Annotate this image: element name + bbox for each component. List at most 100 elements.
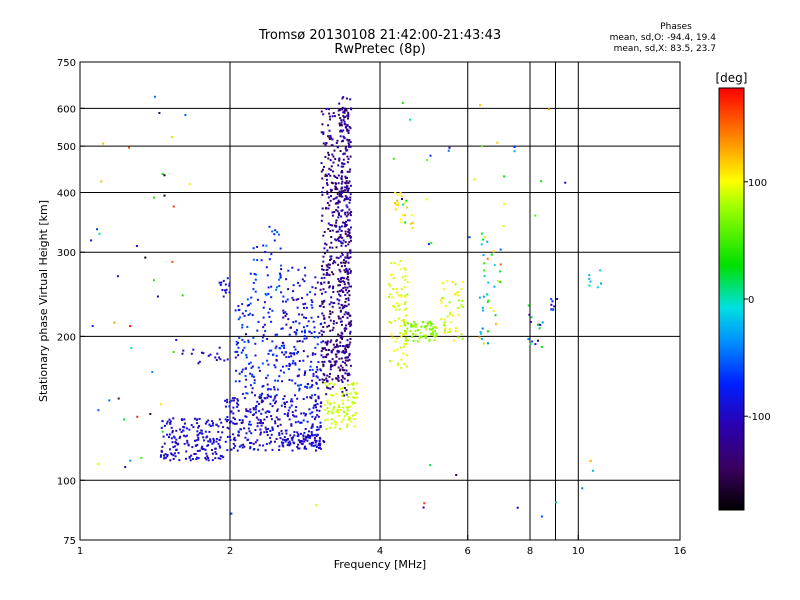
data-point xyxy=(346,286,349,289)
data-point xyxy=(246,392,249,395)
data-point xyxy=(302,419,305,422)
data-point xyxy=(329,313,332,315)
data-point xyxy=(245,333,247,336)
data-point xyxy=(273,239,276,242)
data-point xyxy=(479,104,482,107)
data-point xyxy=(265,266,268,269)
data-point xyxy=(399,346,402,349)
data-point xyxy=(206,435,209,438)
data-point xyxy=(245,408,248,411)
data-point xyxy=(405,199,408,202)
data-point xyxy=(333,260,335,263)
data-point xyxy=(337,216,340,219)
data-point xyxy=(341,97,344,100)
data-point xyxy=(338,190,341,193)
data-point xyxy=(343,189,346,192)
data-point xyxy=(330,296,333,299)
data-point xyxy=(229,439,232,441)
data-point xyxy=(322,113,325,116)
data-point xyxy=(259,420,262,423)
data-point xyxy=(334,353,337,356)
data-point xyxy=(321,265,323,268)
data-point xyxy=(397,364,399,366)
data-point xyxy=(331,138,334,141)
data-point xyxy=(275,358,278,361)
data-point xyxy=(211,424,214,427)
data-point xyxy=(285,300,287,303)
data-point xyxy=(336,193,339,196)
data-point xyxy=(347,132,350,134)
data-point xyxy=(550,308,553,311)
data-point xyxy=(286,415,289,417)
data-point xyxy=(588,284,591,287)
data-point xyxy=(353,396,356,399)
y-tick-label: 500 xyxy=(57,142,76,153)
data-point xyxy=(249,447,252,450)
data-point xyxy=(319,425,322,427)
data-point xyxy=(481,327,484,330)
data-point xyxy=(330,339,333,342)
data-point xyxy=(396,362,399,365)
data-point xyxy=(330,422,333,425)
data-point xyxy=(270,415,273,418)
data-point xyxy=(248,423,250,426)
data-point xyxy=(338,317,340,320)
data-point xyxy=(404,336,407,339)
data-point xyxy=(349,256,352,259)
data-point xyxy=(340,244,343,247)
x-tick-label: 1 xyxy=(77,546,83,557)
data-point xyxy=(278,445,281,448)
data-point xyxy=(392,304,395,307)
data-point xyxy=(487,330,489,333)
data-point xyxy=(433,325,436,328)
data-point xyxy=(346,128,349,131)
data-point xyxy=(273,440,276,443)
data-point xyxy=(269,388,272,391)
data-point xyxy=(332,322,335,325)
data-point xyxy=(335,219,338,222)
data-point xyxy=(333,406,335,409)
data-point xyxy=(248,430,251,433)
data-point xyxy=(394,202,396,205)
data-point xyxy=(219,454,222,457)
data-point xyxy=(553,305,556,308)
data-point xyxy=(320,354,323,357)
data-point xyxy=(284,311,287,314)
data-point xyxy=(335,239,338,242)
data-point xyxy=(331,311,334,314)
data-point xyxy=(318,378,321,381)
data-point xyxy=(311,415,314,418)
data-point xyxy=(447,149,450,152)
data-point xyxy=(285,313,288,315)
data-point xyxy=(320,329,323,332)
data-point xyxy=(304,428,307,430)
data-point xyxy=(173,445,176,448)
data-point xyxy=(264,411,267,414)
data-point xyxy=(307,320,310,323)
data-point xyxy=(310,431,313,433)
data-point xyxy=(346,374,349,377)
data-point xyxy=(323,379,326,381)
data-point xyxy=(442,297,445,300)
data-point xyxy=(128,146,130,149)
data-point xyxy=(280,429,283,432)
data-point xyxy=(232,433,235,436)
data-point xyxy=(275,416,278,419)
data-point xyxy=(218,281,221,284)
data-point xyxy=(243,445,246,448)
data-point xyxy=(346,356,349,359)
data-point xyxy=(302,326,305,329)
data-point xyxy=(348,126,351,128)
data-point xyxy=(221,455,223,458)
data-point xyxy=(302,359,305,362)
data-point xyxy=(402,203,405,206)
data-point xyxy=(478,336,481,339)
data-point xyxy=(314,353,317,356)
data-point xyxy=(261,392,264,395)
data-point xyxy=(311,379,314,382)
data-point xyxy=(321,333,324,336)
data-point xyxy=(260,396,262,399)
data-point xyxy=(346,124,349,127)
data-point xyxy=(318,409,321,412)
data-point xyxy=(335,393,338,395)
